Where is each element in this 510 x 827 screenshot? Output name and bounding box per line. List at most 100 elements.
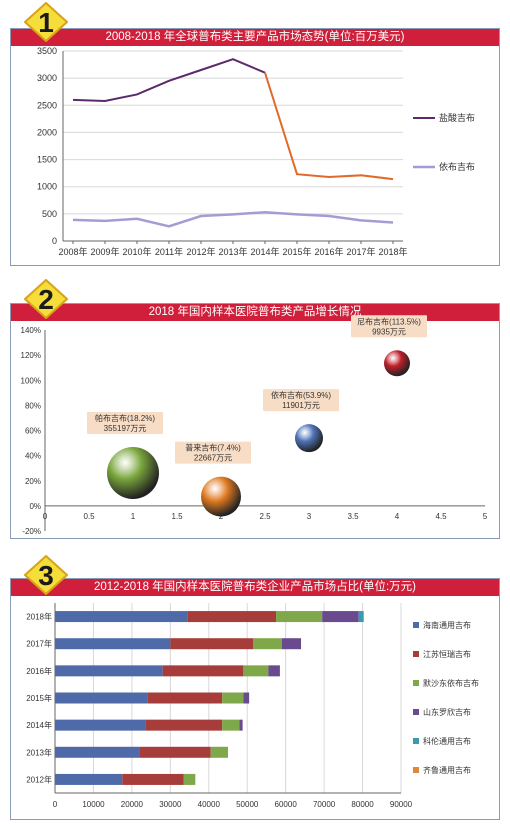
badge-2: 2 [23,278,69,324]
x-tick-label: 30000 [159,800,182,809]
bar-segment [358,611,364,623]
x-tick-label: 2.5 [259,512,271,521]
x-tick-label: 70000 [313,800,336,809]
chart-title: 2008-2018 年全球普布类主要产品市场态势(单位:百万美元) [11,29,499,46]
x-tick-label: 2013年 [218,246,247,257]
y-tick-label: 2500 [37,100,57,110]
bar-segment [170,638,253,650]
y-tick-label: 500 [42,209,57,219]
badge-number: 3 [38,560,54,591]
bubble-label-bg [351,315,427,338]
stacked-bar-chart-panel: 2012-2018 年国内样本医院普布类企业产品市场占比(单位:万元) 0 100… [10,578,500,820]
legend-label: 默沙东依布吉布 [423,678,479,688]
bar-segment [55,665,163,677]
x-tick-label: 3.5 [347,512,359,521]
bubble-value: 11901万元 [282,401,320,410]
badge-3: 3 [23,554,69,600]
bar-segment [252,638,282,650]
bar-segment [55,638,171,650]
legend-label: 海南通用吉布 [423,620,471,630]
bubble-label-bg [87,412,163,435]
y-tick-label: 80% [25,401,41,410]
y-tick-label: 120% [21,351,41,360]
legend-label: 齐鲁通用吉布 [423,765,471,775]
bubble-chart: -20% 0% 20% 40% 60% 80% 100% 120% 140% 0 0.5 1 1.5 22… [21,315,488,536]
bar-segment [281,638,302,650]
legend-label: 科伦通用吉布 [423,736,471,746]
bar-segment [55,611,188,623]
series-line-2 [72,210,394,228]
bubble-label-bg [263,389,339,412]
y-tick-label: 3500 [37,46,57,56]
x-tick-label: 50000 [236,800,259,809]
category-label: 2017年 [26,639,52,649]
category-label: 2014年 [26,720,52,730]
x-tick-label: 2011年 [155,246,183,257]
bar-segment [55,773,123,785]
bubble-label: 普来吉布(7.4%) [185,443,241,453]
bar-segment [147,692,223,704]
x-tick-label: 0 [53,800,58,809]
x-tick-label: 40000 [198,800,221,809]
y-tick-label: -20% [22,527,41,536]
badge-number: 2 [38,284,54,315]
legend-label: 江苏恒瑞吉布 [423,649,471,659]
x-tick-label: 2015年 [282,246,311,257]
bubble [384,350,410,377]
x-tick-label: 2016年 [314,246,343,257]
bar-segment [322,611,359,623]
bar-segment [187,611,277,623]
bar-segment [239,719,243,731]
x-tick-label: 2009年 [90,246,119,257]
x-tick-label: 80000 [351,800,374,809]
x-tick-label: 20000 [121,800,144,809]
stacked-bar-chart: 0 10000 20000 30000 40000 50000 60000 70000 8000… [26,603,479,809]
bar-segment [276,611,323,623]
bar-segment [162,665,244,677]
bar-segment [139,746,211,758]
legend-swatch [413,709,419,715]
x-tick-label: 4.5 [435,512,447,521]
legend-label: 盐酸吉布 [439,112,475,123]
bubble [107,447,159,500]
bar-segment [55,692,148,704]
x-tick-label: 0.5 [83,512,95,521]
x-tick-label: 10000 [82,800,105,809]
y-tick-label: 3000 [37,73,57,83]
category-label: 2013年 [26,747,52,757]
bar-segment [268,665,280,677]
bar-segment [222,692,244,704]
legend-swatch [413,767,419,773]
x-tick-label: 2010年 [122,246,151,257]
bubble-label: 依布吉布(53.9%) [271,390,331,400]
x-tick-label: 90000 [390,800,413,809]
x-tick-label: 2018年 [378,246,407,257]
y-tick-label: 0 [52,236,57,246]
badge-number: 1 [38,7,54,38]
y-tick-label: 60% [25,427,41,436]
x-tick-label: 2014年 [250,246,279,257]
x-tick-label: 3 [307,512,312,521]
x-tick-label: 2008年 [58,246,87,257]
category-label: 2015年 [26,693,52,703]
y-tick-label: 20% [25,477,41,486]
bar-segment [55,746,140,758]
x-tick-label: 4 [395,512,400,521]
chart-title: 2012-2018 年国内样本医院普布类企业产品市场占比(单位:万元) [11,579,499,596]
legend-swatch [413,738,419,744]
line-chart-panel: 2008-2018 年全球普布类主要产品市场态势(单位:百万美元) 0 500 10… [10,28,500,266]
bubble-value: 22667万元 [194,454,232,463]
bar-segment [222,719,240,731]
bar-segment [243,692,250,704]
bar-segment [243,665,269,677]
y-tick-label: 2000 [37,127,57,137]
x-tick-label: 60000 [275,800,298,809]
category-label: 2018年 [26,612,52,622]
legend-label: 山东罗欣吉布 [423,707,471,717]
bubble-label: 帕布吉布(18.2%) [95,413,155,423]
x-tick-label: 0 [43,512,48,521]
bubble-label: 尼布吉布(113.5%) [357,316,421,326]
x-tick-label: 5 [483,512,488,521]
bar-segment [210,746,228,758]
